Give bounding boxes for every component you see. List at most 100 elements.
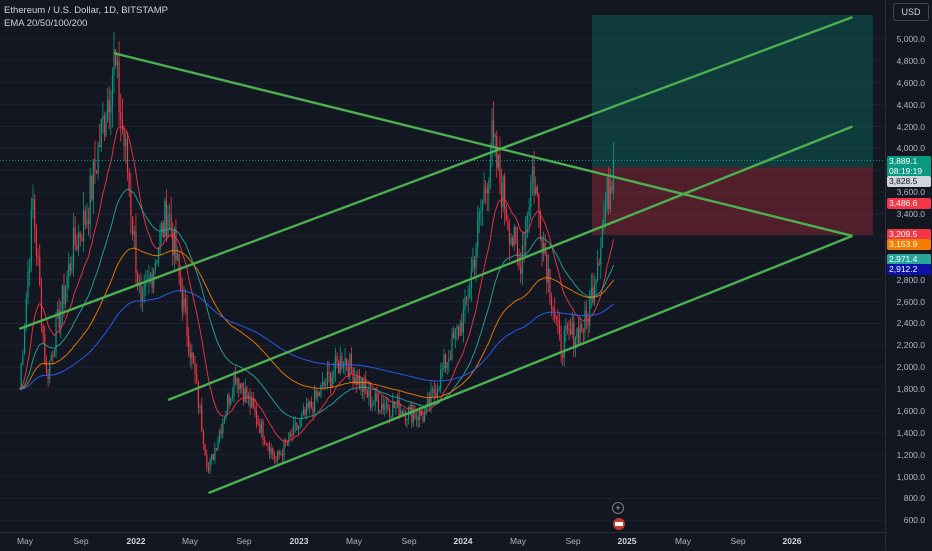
price-label: 1,800.0 [896,384,925,395]
candle-body [220,430,222,434]
symbol-title[interactable]: Ethereum / U.S. Dollar, 1D, BITSTAMP [4,5,169,16]
candle-body [133,231,135,236]
candle-body [320,385,322,396]
candle-body [595,280,597,286]
candle-body [214,448,216,460]
time-scale[interactable]: May Sep 2022 May Sep 2023 May Sep 2024 May Sep 2025… [0,532,885,551]
candle-body [123,129,125,147]
candle-body [286,442,288,444]
candle-body [165,200,168,237]
candle-body [317,392,319,398]
price-label: 2,400.0 [896,318,925,329]
candle-body [415,417,418,419]
candle-body [45,363,48,374]
price-chart[interactable] [0,0,885,532]
price-label: 2,000.0 [896,362,925,373]
candle-body [611,186,613,192]
candle-body [212,454,214,460]
candle-body [79,232,81,238]
candle-body [443,354,445,369]
candle-body [201,406,203,432]
ema50-line [19,188,614,420]
candle-body [72,227,75,268]
price-scale[interactable]: 5,000.0 4,800.0 4,600.0 4,400.0 4,200.0 4,000… [885,0,932,550]
candle-body [35,228,37,256]
candle-body [428,398,430,407]
candle-body [331,376,333,388]
candle-body [148,276,150,280]
candle-body [477,218,479,248]
candle-body [469,288,471,299]
candle-body [346,358,348,367]
candle-body [222,421,224,434]
price-tag: 3,209.5 [887,229,931,240]
candle-body [111,75,114,107]
candle-body [268,446,271,455]
candle-body [181,289,183,312]
candle-body [299,419,301,426]
candle-body [52,355,54,357]
candle-body [461,322,463,333]
candle-body [430,389,432,407]
price-label: 4,800.0 [896,55,925,66]
candle-body [573,322,575,349]
candle-body [113,49,115,76]
candle-body [423,413,426,422]
price-label: 800.0 [903,493,925,504]
candle-body [206,454,208,467]
currency-button[interactable]: USD [893,3,929,21]
price-label: 4,600.0 [896,77,925,88]
candle-body [228,395,230,405]
add-icon[interactable]: + [612,502,624,514]
candle-body [606,178,608,208]
candle-body [315,390,317,398]
candle-body [502,176,504,208]
candle-body [525,220,527,247]
candle-body [27,272,29,299]
candle-body [137,273,139,286]
candle-body [381,403,383,411]
candle-body [385,404,387,407]
candle-body [305,403,308,415]
candle-body [86,220,88,225]
candle-body [66,275,68,289]
candle-body [32,198,34,210]
candle-body [297,425,300,430]
candle-body [536,186,538,194]
candle-body [25,298,27,328]
candle-body [406,418,408,421]
candle-body [497,154,499,168]
candle-body [499,154,501,183]
candle-body [255,411,258,423]
price-label: 4,400.0 [896,99,925,110]
us-flag-icon[interactable] [613,518,625,530]
candle-body [541,239,543,254]
candle-body [603,216,605,228]
candle-body [400,411,402,418]
candle-body [404,412,407,421]
candle-body [280,454,282,455]
candle-body [170,214,172,232]
candle-body [543,242,545,254]
candle-body [333,371,335,377]
candle-body [526,215,529,221]
candle-body [288,433,290,443]
indicator-title[interactable]: EMA 20/50/100/200 [4,18,88,29]
chart-area[interactable]: Ethereum / U.S. Dollar, 1D, BITSTAMP EMA… [0,0,885,532]
candle-body [571,322,573,335]
candle-body [278,451,280,455]
candle-body [334,355,337,372]
price-tag: 2,971.4 [887,254,931,265]
price-label: 1,600.0 [896,405,925,416]
candle-body [211,454,213,461]
candle-body [562,353,564,358]
candle-body [49,361,51,380]
candle-body [523,245,525,247]
candle-body [207,466,210,471]
candle-body [192,352,195,363]
candle-body [589,298,591,326]
candle-body [175,228,177,261]
candle-body [167,214,169,237]
candle-body [128,172,130,191]
candle-body [22,353,24,365]
